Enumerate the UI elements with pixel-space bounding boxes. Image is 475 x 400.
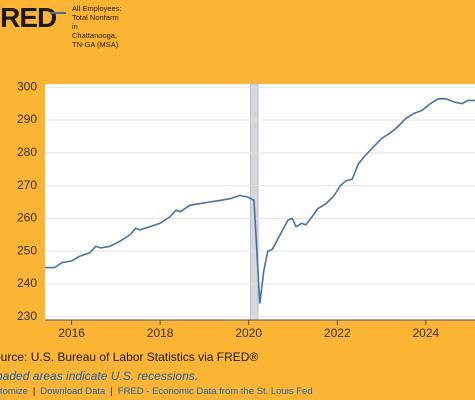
x-tick-label: 2016: [58, 326, 85, 340]
x-tick-label: 2018: [147, 326, 174, 340]
link[interactable]: FRED - Economic Data from the St. Louis …: [117, 386, 313, 397]
separator: |: [110, 386, 113, 397]
x-tick-label: 2022: [324, 326, 351, 340]
plot-area: [45, 84, 475, 320]
separator: |: [32, 386, 36, 397]
y-tick-label: 250: [17, 243, 37, 257]
legend-label: All Employees: Total Nonfarm in Chattano…: [72, 4, 122, 49]
x-tick-label: 2024: [412, 326, 439, 340]
y-tick-label: 290: [17, 112, 37, 126]
y-tick-label: 240: [17, 276, 37, 290]
y-tick-label: 270: [17, 178, 37, 192]
footer-links: Customize | Download Data | FRED - Economic …: [0, 386, 313, 397]
link[interactable]: Download Data: [40, 386, 106, 397]
y-tick-label: 300: [17, 79, 37, 93]
y-tick-label: 260: [17, 211, 37, 225]
logo: FRED: [0, 2, 57, 33]
series-line: [45, 98, 475, 304]
legend-swatch: [50, 12, 66, 14]
y-tick-label: 230: [17, 309, 37, 323]
x-tick-label: 2020: [235, 326, 262, 340]
link[interactable]: Customize: [0, 386, 28, 397]
recession-note: Shaded areas indicate U.S. recessions.: [0, 369, 199, 383]
source: Source: U.S. Bureau of Labor Statistics …: [0, 350, 259, 364]
y-tick-label: 280: [17, 145, 37, 159]
